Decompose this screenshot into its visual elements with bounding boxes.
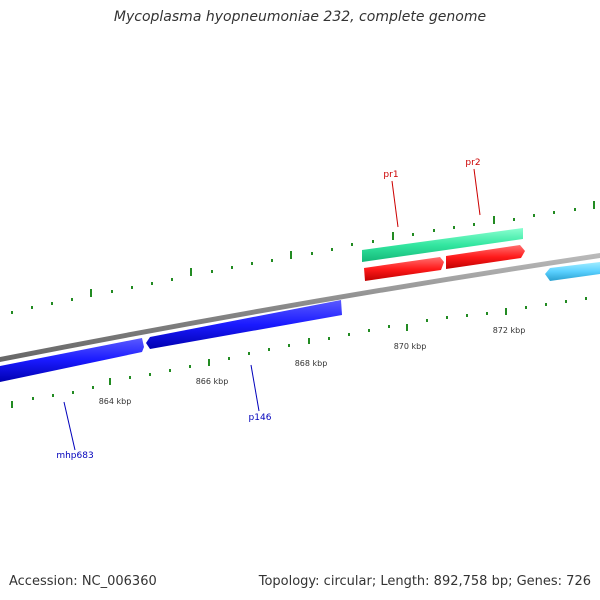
gene-labels: mhp683 p146 pr1 pr2 <box>56 158 480 461</box>
gene-label-pr1[interactable]: pr1 <box>383 170 398 180</box>
reverse-strand-genes <box>0 300 342 382</box>
genome-summary-text: Topology: circular; Length: 892,758 bp; … <box>258 574 591 589</box>
tick-label-868: 868 kbp <box>295 359 328 368</box>
tick-label-866: 866 kbp <box>196 377 229 386</box>
gene-arrow-light-blue[interactable] <box>545 262 600 281</box>
gene-arrow-red-left[interactable] <box>364 257 444 281</box>
ruler-inner-ticks <box>11 297 587 408</box>
accession-text: Accession: NC_006360 <box>9 574 157 589</box>
ruler-tick-labels: 864 kbp 866 kbp 868 kbp 870 kbp 872 kbp <box>99 326 526 406</box>
genome-backbone <box>0 253 600 362</box>
gene-label-leaders <box>63 168 481 451</box>
tick-label-872: 872 kbp <box>493 326 526 335</box>
leader-pr2 <box>473 168 481 216</box>
gene-mhp683-arrow[interactable] <box>0 338 144 382</box>
leader-p146 <box>250 364 260 412</box>
gene-pr2-arrow[interactable] <box>446 245 525 269</box>
gene-label-mhp683[interactable]: mhp683 <box>56 451 93 461</box>
forward-strand-genes <box>362 228 600 281</box>
gene-label-pr2[interactable]: pr2 <box>465 158 480 168</box>
map-title: Mycoplasma hyopneumoniae 232, complete g… <box>113 9 487 25</box>
leader-pr1 <box>391 180 399 228</box>
ruler-outer-ticks <box>11 201 595 314</box>
tick-label-870: 870 kbp <box>394 342 427 351</box>
gene-label-p146[interactable]: p146 <box>249 413 272 423</box>
tick-label-864: 864 kbp <box>99 397 132 406</box>
leader-mhp683 <box>63 401 76 451</box>
gene-p146-arrow[interactable] <box>146 300 342 349</box>
gene-pr1-arrow[interactable] <box>362 228 523 262</box>
